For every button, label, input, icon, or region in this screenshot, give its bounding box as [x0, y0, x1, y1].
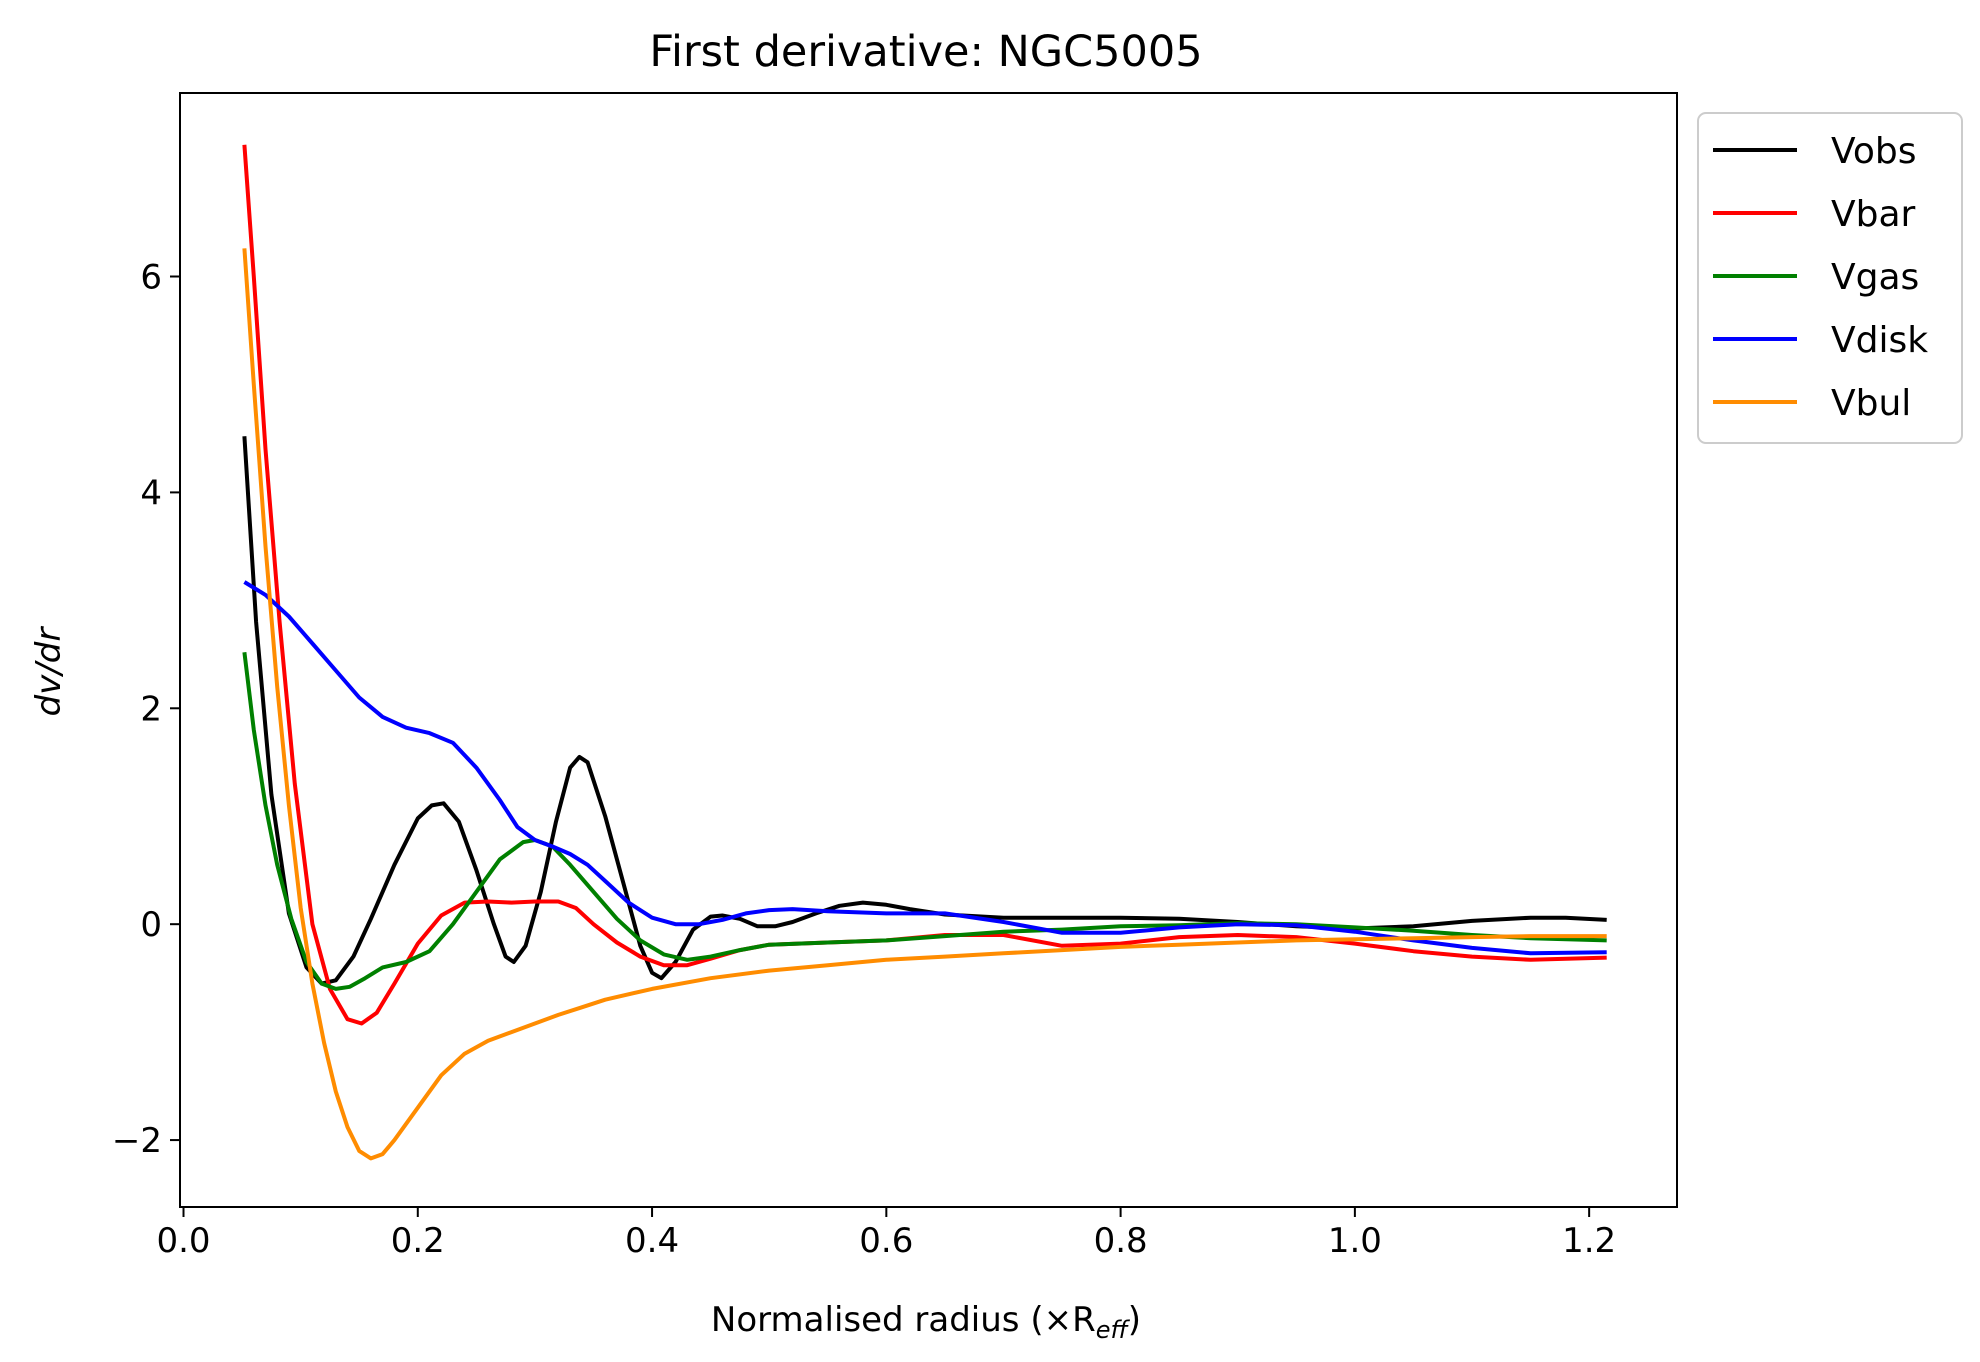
series-line-vbul	[242, 248, 1607, 1161]
x-axis-label: Normalised radius (×Reff)	[711, 1300, 1141, 1344]
y-tick-label: 6	[140, 258, 162, 298]
legend-label-vbar: Vbar	[1831, 194, 1916, 235]
y-axis-label: dv/dr	[29, 626, 69, 717]
y-tick-label: 2	[140, 689, 162, 729]
x-tick-label: 0.2	[391, 1221, 445, 1261]
x-tick-label: 1.0	[1328, 1221, 1382, 1261]
legend-label-vbul: Vbul	[1831, 383, 1911, 424]
legend-label-vobs: Vobs	[1831, 131, 1916, 172]
x-axis-ticks: 0.0 0.2 0.4 0.6 0.8 1.0 1.2	[156, 1207, 1616, 1261]
x-tick-label: 0.6	[859, 1221, 913, 1261]
plot-area	[179, 92, 1678, 1208]
x-tick-label: 0.4	[625, 1221, 679, 1261]
series-line-vbar	[242, 144, 1607, 1026]
legend-box	[1697, 112, 1963, 444]
legend-label-vgas: Vgas	[1831, 257, 1919, 298]
series-line-vdisk	[243, 580, 1607, 956]
y-tick-label: 4	[140, 473, 162, 513]
x-tick-label: 1.2	[1562, 1221, 1616, 1261]
y-axis-ticks: −2 0 2 4 6	[112, 258, 180, 1161]
x-tick-label: 0.0	[156, 1221, 210, 1261]
y-tick-label: −2	[112, 1121, 162, 1161]
legend: Vobs Vbar Vgas Vdisk Vbul	[1697, 112, 1963, 444]
legend-label-vdisk: Vdisk	[1831, 320, 1928, 361]
y-tick-label: 0	[140, 905, 162, 945]
x-tick-label: 0.8	[1094, 1221, 1148, 1261]
series-lines	[242, 144, 1607, 1161]
chart-title: First derivative: NGC5005	[649, 27, 1202, 77]
